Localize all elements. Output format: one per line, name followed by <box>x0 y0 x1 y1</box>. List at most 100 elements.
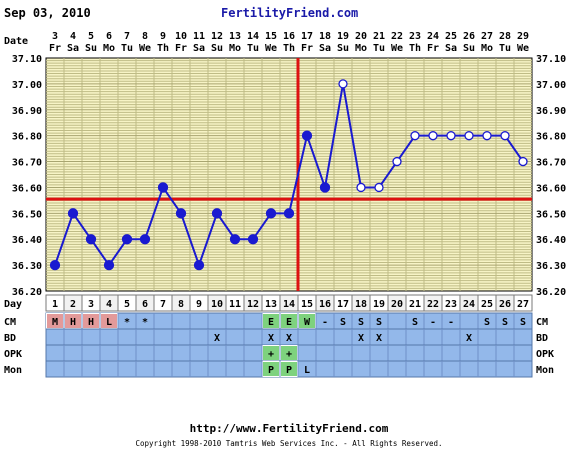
temperature-point <box>157 182 169 193</box>
y-tick-left: 36.60 <box>12 183 42 194</box>
date-number: 3 <box>52 31 58 42</box>
date-number: 26 <box>463 31 475 42</box>
cm-cell: S <box>358 317 364 328</box>
weekday-label: Tu <box>121 43 133 54</box>
temperature-point-open <box>392 156 402 167</box>
bd-cell: X <box>286 333 292 344</box>
day-number: 8 <box>178 299 184 310</box>
cm-cell: M <box>52 317 58 328</box>
day-number: 10 <box>211 299 223 310</box>
day-number: 23 <box>445 299 457 310</box>
mon-row-label-right: Mon <box>536 365 554 376</box>
weekday-label: We <box>139 43 151 54</box>
cm-cell: S <box>340 317 346 328</box>
bd-cell: X <box>268 333 274 344</box>
day-number: 11 <box>229 299 241 310</box>
weekday-label: Fr <box>49 43 61 54</box>
weekday-label: Th <box>409 43 421 54</box>
temperature-point-open <box>482 131 492 141</box>
day-number: 19 <box>373 299 385 310</box>
date-number: 27 <box>481 31 493 42</box>
day-number: 25 <box>481 299 493 310</box>
opk-row-label-left: OPK <box>4 349 22 360</box>
temperature-point-open <box>356 182 366 193</box>
cm-cell: - <box>430 317 436 328</box>
bd-cell: X <box>466 333 472 344</box>
weekday-label: Tu <box>373 43 385 54</box>
date-number: 16 <box>283 31 295 42</box>
cm-cell: - <box>322 317 328 328</box>
date-number: 12 <box>211 31 223 42</box>
temperature-point <box>49 259 61 271</box>
temperature-point <box>67 208 79 219</box>
date-number: 19 <box>337 31 349 42</box>
mon-cell: L <box>304 365 310 376</box>
date-number: 13 <box>229 31 241 42</box>
temperature-point-open <box>500 131 510 141</box>
weekday-label: Mo <box>355 43 367 54</box>
date-number: 20 <box>355 31 367 42</box>
opk-cell: + <box>268 349 274 360</box>
y-tick-right: 37.00 <box>536 80 566 91</box>
temperature-point <box>103 259 115 271</box>
cm-cell: * <box>142 317 148 328</box>
day-number: 13 <box>265 299 277 310</box>
day-cell <box>513 294 533 312</box>
day-number: 24 <box>463 299 475 310</box>
bd-row-label-left: BD <box>4 333 16 344</box>
temperature-point-open <box>338 79 348 89</box>
date-number: 8 <box>142 31 148 42</box>
y-tick-left: 36.30 <box>12 261 42 272</box>
y-tick-right: 36.70 <box>536 158 566 169</box>
y-tick-left: 36.50 <box>12 209 42 220</box>
y-tick-right: 37.10 <box>536 54 566 65</box>
date-number: 28 <box>499 31 511 42</box>
opk-row-label-right: OPK <box>536 349 554 360</box>
weekday-label: Mo <box>229 43 241 54</box>
date-number: 25 <box>445 31 457 42</box>
weekday-label: Sa <box>445 43 457 54</box>
date-number: 7 <box>124 31 130 42</box>
date-number: 5 <box>88 31 94 42</box>
day-number: 6 <box>142 299 148 310</box>
day-number: 21 <box>409 299 421 310</box>
site-title[interactable]: FertilityFriend.com <box>221 6 358 20</box>
cm-cell: W <box>304 317 311 328</box>
opk-cell: + <box>286 349 292 360</box>
y-tick-right: 36.60 <box>536 183 566 194</box>
weekday-label: Su <box>337 43 349 54</box>
bd-cell: X <box>376 333 382 344</box>
date-number: 17 <box>301 31 313 42</box>
y-axis-left: 36.20 36.30 36.40 36.50 36.60 36.70 36.80 36.90… <box>12 54 42 298</box>
day-number: 12 <box>247 299 259 310</box>
day-number: 4 <box>106 299 112 310</box>
cm-cell: H <box>88 317 94 328</box>
y-tick-right: 36.90 <box>536 106 566 117</box>
day-number: 27 <box>517 299 529 310</box>
temperature-point-open <box>464 131 474 141</box>
day-number: 22 <box>427 299 439 310</box>
temperature-point <box>121 234 133 245</box>
y-axis-right: 36.20 36.30 36.40 36.50 36.60 36.70 36.80 36.90… <box>536 54 566 298</box>
date-number: 15 <box>265 31 277 42</box>
temperature-point <box>319 182 331 193</box>
bd-cell: X <box>358 333 364 344</box>
weekday-label: Su <box>463 43 475 54</box>
weekday-label: Su <box>85 43 97 54</box>
y-tick-left: 36.40 <box>12 235 42 246</box>
temperature-point <box>211 208 223 219</box>
y-tick-right: 36.40 <box>536 235 566 246</box>
weekday-label: Sa <box>67 43 79 54</box>
day-number: 9 <box>196 299 202 310</box>
footer-url[interactable]: http://www.FertilityFriend.com <box>190 422 389 435</box>
y-tick-left: 36.70 <box>12 158 42 169</box>
temperature-point <box>139 234 151 245</box>
cm-cell: H <box>70 317 76 328</box>
weekday-label: Sa <box>319 43 331 54</box>
temperature-point-open <box>446 131 456 141</box>
day-number: 18 <box>355 299 367 310</box>
y-tick-right: 36.80 <box>536 132 566 143</box>
mon-cell: P <box>268 365 274 376</box>
temperature-point-open <box>410 131 420 141</box>
chart-date: Sep 03, 2010 <box>4 6 91 20</box>
